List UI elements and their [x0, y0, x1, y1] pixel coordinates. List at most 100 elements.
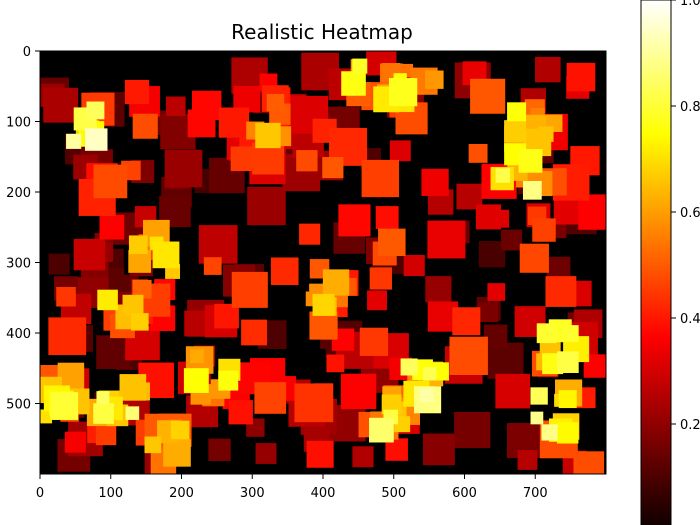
heatmap-cell — [394, 416, 411, 433]
colorbar-tick-label: 0.6 — [680, 206, 700, 221]
heatmap-cell — [93, 164, 128, 199]
heatmap-cell — [558, 390, 577, 409]
heatmap-cell — [96, 335, 130, 369]
heatmap-cell — [495, 168, 511, 183]
heatmap-cell — [266, 93, 285, 112]
x-axis: 0 100 200 300 400 500 600 700 — [36, 474, 548, 501]
heatmap-cell — [403, 255, 425, 277]
heatmap-cell — [556, 351, 579, 373]
heatmap-cell — [192, 90, 222, 121]
heatmap-cell — [389, 140, 411, 162]
heatmap-cell — [66, 133, 82, 149]
heatmap-cell — [241, 319, 267, 346]
chart-title: Realistic Heatmap — [231, 20, 413, 44]
heatmap-cell — [322, 269, 350, 296]
heatmap-cell — [40, 409, 53, 424]
heatmap-cell — [56, 286, 76, 307]
heatmap-cell — [43, 87, 79, 123]
heatmap-cell — [369, 267, 392, 290]
x-tick-label: 400 — [311, 486, 336, 501]
x-tick-label: 300 — [240, 486, 265, 501]
heatmap-cell — [530, 387, 548, 405]
heatmap-cell — [501, 229, 523, 251]
heatmap-cell — [535, 56, 561, 83]
heatmap-cell — [128, 250, 152, 273]
heatmap-cell — [388, 78, 418, 107]
heatmap-cell — [341, 71, 366, 96]
heatmap-cell — [306, 440, 334, 468]
heatmap-cell — [214, 303, 239, 329]
heatmap-cell — [419, 388, 434, 402]
heatmap-cell — [203, 257, 222, 275]
heatmap-cell — [322, 157, 344, 179]
heatmap-cell — [208, 438, 231, 461]
heatmap-cell — [553, 199, 579, 225]
heatmap-cell — [144, 436, 162, 454]
heatmap-cell — [183, 368, 209, 393]
heatmap-cell — [369, 417, 394, 443]
heatmap-cell — [270, 257, 299, 286]
heatmap-cell — [57, 362, 85, 390]
heatmap-cell — [99, 214, 125, 240]
heatmap-cell — [163, 439, 191, 467]
heatmap-cell — [131, 313, 149, 331]
plot-area — [39, 50, 607, 475]
heatmap-cell — [519, 243, 549, 273]
heatmap-cell — [340, 373, 377, 410]
y-tick-label: 400 — [6, 327, 31, 342]
heatmap-cell — [84, 128, 108, 151]
heatmap-cell — [294, 383, 334, 423]
heatmap-cell — [132, 113, 158, 139]
heatmap-cell — [132, 279, 152, 299]
heatmap-cell — [166, 96, 186, 117]
heatmap-cell — [125, 406, 140, 420]
heatmap-cell — [218, 370, 239, 391]
heatmap-cell — [312, 293, 335, 316]
colorbar-tick-label: 0.8 — [680, 100, 700, 115]
heatmap-cell — [73, 238, 106, 271]
y-axis: 0 100 200 300 400 500 — [6, 45, 40, 413]
y-tick-label: 500 — [6, 398, 31, 413]
heatmap-cell — [50, 392, 79, 420]
heatmap-cell — [128, 235, 148, 255]
heatmap-cell — [352, 58, 368, 74]
heatmap-cell — [378, 228, 406, 257]
x-tick-label: 500 — [381, 486, 406, 501]
y-tick-label: 100 — [6, 116, 31, 131]
heatmap-cell — [255, 443, 277, 464]
heatmap-cell — [170, 420, 190, 440]
heatmap-cell — [504, 120, 527, 143]
heatmap-cell — [522, 180, 542, 200]
heatmap-cell — [487, 283, 506, 301]
heatmap-cell — [532, 218, 556, 242]
heatmap-cell — [454, 411, 491, 449]
heatmap-cell — [545, 276, 577, 307]
heatmap-cell — [423, 367, 437, 381]
heatmap-cell — [230, 146, 256, 172]
heatmap-cell — [495, 373, 531, 409]
heatmap-cell — [97, 289, 118, 311]
x-tick-label: 700 — [523, 486, 548, 501]
heatmap-cell — [338, 204, 371, 237]
heatmap-cell — [425, 70, 444, 89]
heatmap-cell — [309, 311, 338, 340]
heatmap-cell — [93, 403, 114, 424]
heatmap-cell — [507, 102, 527, 122]
heatmap-cell — [96, 391, 110, 404]
x-tick-label: 600 — [452, 486, 477, 501]
heatmap-cell — [124, 79, 150, 105]
heatmap-cell — [536, 323, 557, 344]
heatmap-cell — [470, 78, 506, 114]
heatmap-cell — [326, 354, 345, 373]
heatmap-cell — [247, 186, 286, 226]
heatmap-cell — [541, 424, 558, 441]
heatmap-cell — [566, 62, 596, 92]
heatmap-cell — [478, 241, 506, 268]
heatmap-cell — [122, 294, 144, 316]
heatmap-cell — [48, 317, 87, 356]
heatmap-cell — [375, 206, 399, 229]
heatmap-cell — [254, 382, 287, 414]
heatmap-cell — [381, 394, 402, 415]
x-tick-label: 0 — [36, 486, 44, 501]
heatmap-cell — [449, 336, 488, 375]
